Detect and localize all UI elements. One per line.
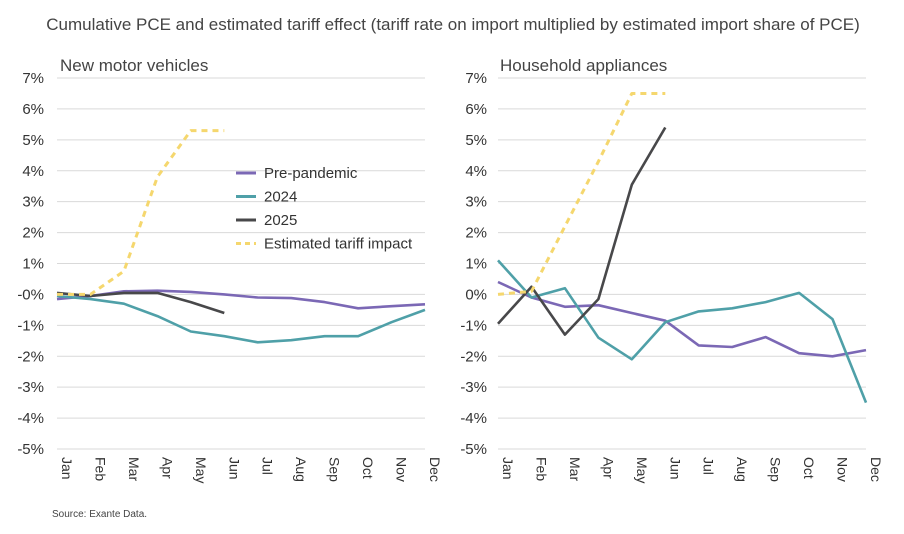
- x-tick-label: Mar: [567, 457, 583, 481]
- legend-label-2024: 2024: [264, 189, 297, 206]
- x-tick-label: Sep: [768, 457, 784, 482]
- x-tick-label: Apr: [600, 457, 616, 479]
- x-tick-label: Oct: [360, 457, 376, 479]
- y-tick-label: -1%: [460, 317, 487, 334]
- series-line-pre-pandemic: [497, 280, 867, 358]
- x-tick-label: Nov: [394, 457, 410, 482]
- x-tick-label: Mar: [126, 457, 142, 481]
- legend-label-pre-pandemic: Pre-pandemic: [264, 165, 358, 182]
- x-tick-label: Feb: [533, 457, 549, 481]
- y-tick-label: 7%: [465, 70, 487, 87]
- series-line-2024: [497, 259, 868, 404]
- x-tick-label: May: [634, 457, 650, 483]
- y-tick-label: 7%: [22, 70, 44, 87]
- panel-title-motor-vehicles: New motor vehicles: [60, 56, 208, 75]
- series-line-estimated-tariff-impact: [57, 129, 225, 296]
- chart-panel-motor-vehicles: -5% -4% -3% -2% -1% -0% 1% 2% 3% 4% 5% 6% 7% Jan Feb Ma…: [17, 70, 443, 483]
- x-tick-label: Jan: [59, 457, 75, 480]
- y-tick-label: 6%: [465, 101, 487, 118]
- x-tick-label: Jun: [667, 457, 683, 480]
- y-tick-label: -2%: [460, 348, 487, 365]
- y-tick-label: 2%: [22, 225, 44, 242]
- y-tick-label: 4%: [22, 163, 44, 180]
- legend-label-estimated-tariff-impact: Estimated tariff impact: [264, 236, 413, 253]
- y-tick-label: 4%: [465, 163, 487, 180]
- x-tick-label: Dec: [427, 457, 443, 482]
- y-tick-label: -0%: [17, 286, 44, 303]
- x-tick-label: Aug: [734, 457, 750, 482]
- chart-panel-household-appliances: -5% -4% -3% -2% -1% 0% 1% 2% 3% 4% 5% 6% 7% Jan Feb Mar…: [460, 70, 884, 483]
- x-tick-label: Jun: [226, 457, 242, 480]
- y-tick-label: -3%: [460, 379, 487, 396]
- y-tick-label: 2%: [465, 225, 487, 242]
- y-tick-label: 5%: [22, 132, 44, 149]
- x-tick-label: Jan: [500, 457, 516, 480]
- legend-label-2025: 2025: [264, 212, 297, 229]
- figure-title: Cumulative PCE and estimated tariff effe…: [46, 15, 860, 34]
- series-line-pre-pandemic: [56, 289, 426, 310]
- y-tick-label: 5%: [465, 132, 487, 149]
- y-tick-label: 3%: [22, 194, 44, 211]
- x-tick-label: Sep: [327, 457, 343, 482]
- x-tick-label: Apr: [159, 457, 175, 479]
- y-tick-label: 1%: [22, 256, 44, 273]
- x-tick-label: Nov: [835, 457, 851, 482]
- x-tick-label: Feb: [92, 457, 108, 481]
- x-tick-label: Aug: [293, 457, 309, 482]
- y-tick-label: 0%: [465, 286, 487, 303]
- series-line-2025: [497, 126, 667, 336]
- y-tick-label: -2%: [17, 348, 44, 365]
- y-tick-label: 3%: [465, 194, 487, 211]
- y-tick-label: -1%: [17, 317, 44, 334]
- y-tick-label: -5%: [17, 441, 44, 458]
- y-tick-label: -3%: [17, 379, 44, 396]
- y-tick-label: -4%: [460, 410, 487, 427]
- y-tick-label: -5%: [460, 441, 487, 458]
- legend: Pre-pandemic 2024 2025 Estimated tariff imp…: [236, 165, 413, 253]
- series-line-2024: [56, 294, 426, 344]
- x-tick-label: Jul: [701, 457, 717, 475]
- x-tick-label: May: [193, 457, 209, 483]
- x-tick-label: Oct: [801, 457, 817, 479]
- y-tick-label: -4%: [17, 410, 44, 427]
- y-tick-label: 1%: [465, 256, 487, 273]
- series-line-estimated-tariff-impact: [497, 92, 666, 296]
- source-note: Source: Exante Data.: [52, 509, 147, 520]
- y-tick-label: 6%: [22, 101, 44, 118]
- panel-title-household-appliances: Household appliances: [500, 56, 667, 75]
- x-tick-label: Dec: [868, 457, 884, 482]
- x-tick-label: Jul: [260, 457, 276, 475]
